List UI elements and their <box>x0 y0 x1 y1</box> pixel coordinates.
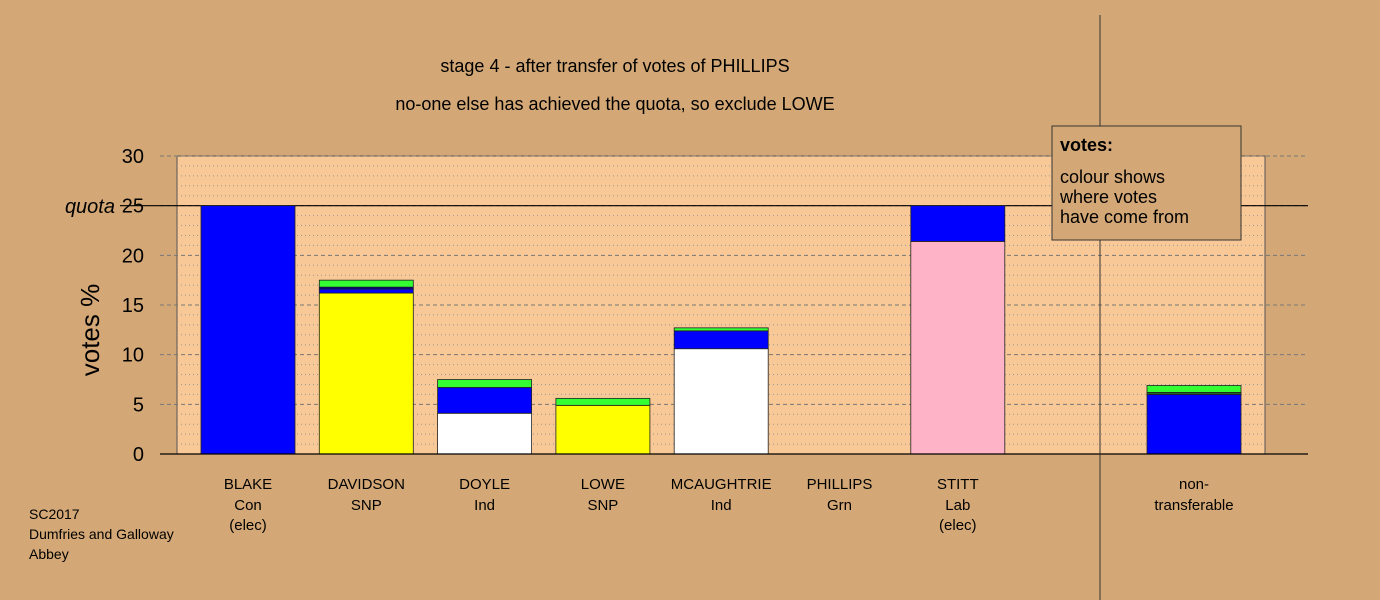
nontransferable-label: non- <box>1179 476 1209 493</box>
bar-davidson-segment <box>318 279 414 288</box>
y-tick-label: 0 <box>133 444 144 466</box>
axes: 0 5 10 15 20 25 30 BLAKE Con (elec) DAVIDSON SNP DOY… <box>122 15 1308 600</box>
chart-subtitle: no-one else has achieved the quota, so e… <box>395 94 834 114</box>
candidate-party: SNP <box>351 497 382 514</box>
bar-doyle-segment <box>437 412 533 455</box>
bar-davidson-segment <box>318 288 414 294</box>
footnote-line-1: SC2017 <box>29 506 80 522</box>
candidate-party: SNP <box>587 497 618 514</box>
quota-label: quota <box>65 196 115 218</box>
legend-line-3: have come from <box>1060 207 1189 227</box>
candidate-name: MCAUGHTRIE <box>671 476 772 493</box>
y-tick-label: 15 <box>122 295 144 317</box>
bar-doyle-segment <box>437 379 533 388</box>
y-tick-label: 5 <box>133 394 144 416</box>
candidate-party: Lab <box>945 497 970 514</box>
legend-line-2: where votes <box>1059 187 1157 207</box>
bar-blake-segment <box>200 205 296 455</box>
candidate-status: (elec) <box>229 517 267 534</box>
bar-mcaughtrie-segment <box>673 348 769 455</box>
bar-nontransferable-segment <box>1146 393 1242 455</box>
footnote-line-3: Abbey <box>29 546 69 562</box>
bar-mcaughtrie-segment <box>673 330 769 350</box>
candidate-party: Ind <box>474 497 495 514</box>
y-tick-label: 20 <box>122 245 144 267</box>
bar-stitt-segment <box>910 205 1006 242</box>
candidate-name: DAVIDSON <box>328 476 405 493</box>
footnote-line-2: Dumfries and Galloway <box>29 526 174 542</box>
candidate-party: Con <box>234 497 262 514</box>
candidate-name: STITT <box>937 476 979 493</box>
y-tick-label: 10 <box>122 345 144 367</box>
candidate-name: BLAKE <box>224 476 272 493</box>
legend-box: votes: colour shows where votes have com… <box>1051 125 1242 241</box>
bar-lowe-segment <box>555 397 651 406</box>
y-axis-label: votes % <box>75 284 105 377</box>
candidate-name: LOWE <box>581 476 625 493</box>
bar-mcaughtrie-segment <box>673 327 769 332</box>
legend-title: votes: <box>1060 135 1113 155</box>
y-tick-label: 25 <box>122 196 144 218</box>
bars <box>200 205 1242 455</box>
bar-doyle-segment <box>437 387 533 414</box>
y-tick-label: 30 <box>122 146 144 168</box>
candidate-name: PHILLIPS <box>807 476 873 493</box>
bar-nontransferable-segment <box>1146 385 1242 393</box>
chart-title: stage 4 - after transfer of votes of PHI… <box>440 56 789 76</box>
candidate-name: DOYLE <box>459 476 510 493</box>
nontransferable-label: transferable <box>1154 497 1233 514</box>
candidate-party: Ind <box>711 497 732 514</box>
bar-stitt-segment <box>910 241 1006 455</box>
candidate-party: Grn <box>827 497 852 514</box>
candidate-status: (elec) <box>939 517 977 534</box>
legend-line-1: colour shows <box>1060 167 1165 187</box>
bar-lowe-segment <box>555 404 651 455</box>
bar-davidson-segment <box>318 292 414 455</box>
